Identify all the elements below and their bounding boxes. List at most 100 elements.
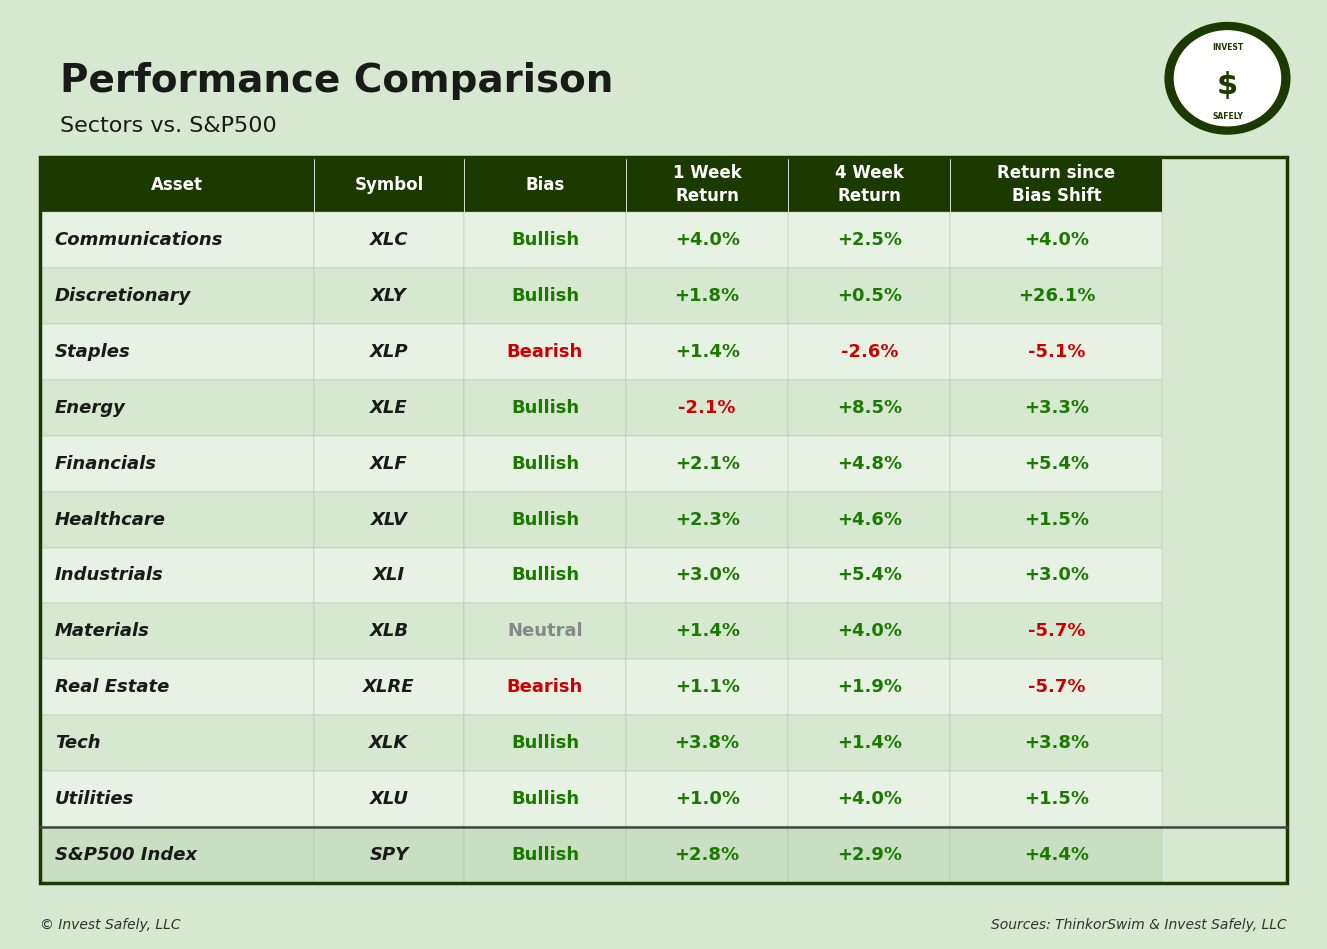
- Bar: [464, 548, 626, 604]
- Bar: [626, 827, 788, 883]
- Bar: [788, 492, 950, 548]
- Bar: [40, 604, 314, 660]
- Bar: [40, 436, 314, 492]
- Bar: [950, 325, 1162, 380]
- Text: Bullish: Bullish: [511, 455, 579, 473]
- Text: Performance Comparison: Performance Comparison: [60, 62, 613, 100]
- Text: +1.1%: +1.1%: [674, 679, 739, 697]
- Bar: [464, 213, 626, 269]
- Text: XLU: XLU: [370, 790, 409, 808]
- Text: Materials: Materials: [54, 623, 150, 641]
- Bar: [788, 213, 950, 269]
- Text: Healthcare: Healthcare: [54, 511, 166, 529]
- Bar: [950, 213, 1162, 269]
- Text: Sources: ThinkorSwim & Invest Safely, LLC: Sources: ThinkorSwim & Invest Safely, LL…: [991, 918, 1287, 932]
- Bar: [788, 660, 950, 715]
- Bar: [626, 715, 788, 771]
- Bar: [788, 604, 950, 660]
- Text: +4.0%: +4.0%: [674, 232, 739, 250]
- Text: +4.8%: +4.8%: [837, 455, 902, 473]
- Text: Bearish: Bearish: [507, 679, 583, 697]
- Bar: [626, 325, 788, 380]
- Bar: [950, 660, 1162, 715]
- Text: Bias: Bias: [525, 176, 564, 194]
- Text: -5.7%: -5.7%: [1027, 623, 1085, 641]
- Bar: [788, 157, 950, 213]
- Text: +2.9%: +2.9%: [837, 846, 902, 864]
- Circle shape: [1165, 23, 1290, 134]
- Text: XLF: XLF: [370, 455, 407, 473]
- Text: XLY: XLY: [372, 288, 407, 306]
- Text: XLC: XLC: [370, 232, 409, 250]
- Bar: [464, 436, 626, 492]
- Text: Utilities: Utilities: [54, 790, 134, 808]
- Text: +8.5%: +8.5%: [837, 399, 902, 417]
- Text: +1.5%: +1.5%: [1024, 790, 1089, 808]
- Bar: [314, 604, 464, 660]
- Text: +2.3%: +2.3%: [674, 511, 739, 529]
- Bar: [626, 492, 788, 548]
- Text: +3.8%: +3.8%: [1024, 734, 1089, 752]
- Bar: [950, 604, 1162, 660]
- Bar: [950, 715, 1162, 771]
- Text: Bullish: Bullish: [511, 232, 579, 250]
- Text: Bullish: Bullish: [511, 790, 579, 808]
- Text: Sectors vs. S&P500: Sectors vs. S&P500: [60, 116, 276, 136]
- Text: Asset: Asset: [151, 176, 203, 194]
- Text: Bullish: Bullish: [511, 567, 579, 585]
- Bar: [314, 269, 464, 325]
- Bar: [40, 548, 314, 604]
- Bar: [464, 269, 626, 325]
- Bar: [788, 380, 950, 436]
- Text: Tech: Tech: [54, 734, 101, 752]
- Bar: [314, 492, 464, 548]
- Text: Symbol: Symbol: [354, 176, 423, 194]
- Text: Financials: Financials: [54, 455, 157, 473]
- Bar: [464, 715, 626, 771]
- Bar: [464, 660, 626, 715]
- Bar: [314, 325, 464, 380]
- Text: +2.8%: +2.8%: [674, 846, 739, 864]
- Text: +26.1%: +26.1%: [1018, 288, 1095, 306]
- Text: +1.9%: +1.9%: [837, 679, 902, 697]
- Text: XLB: XLB: [369, 623, 409, 641]
- Text: -2.1%: -2.1%: [678, 399, 736, 417]
- Bar: [950, 548, 1162, 604]
- Text: -5.1%: -5.1%: [1027, 343, 1085, 361]
- Text: -5.7%: -5.7%: [1027, 679, 1085, 697]
- Text: +1.4%: +1.4%: [837, 734, 902, 752]
- Bar: [314, 548, 464, 604]
- Bar: [40, 492, 314, 548]
- Text: © Invest Safely, LLC: © Invest Safely, LLC: [40, 918, 180, 932]
- Text: SPY: SPY: [369, 846, 409, 864]
- Bar: [314, 380, 464, 436]
- Bar: [314, 660, 464, 715]
- Text: Energy: Energy: [54, 399, 126, 417]
- Bar: [788, 325, 950, 380]
- Text: S&P500 Index: S&P500 Index: [54, 846, 196, 864]
- Text: +4.0%: +4.0%: [1024, 232, 1089, 250]
- Bar: [950, 157, 1162, 213]
- Bar: [40, 213, 314, 269]
- Bar: [314, 213, 464, 269]
- Bar: [626, 548, 788, 604]
- Text: +3.0%: +3.0%: [1024, 567, 1089, 585]
- Bar: [950, 827, 1162, 883]
- Bar: [40, 325, 314, 380]
- Text: Bullish: Bullish: [511, 734, 579, 752]
- Text: Communications: Communications: [54, 232, 223, 250]
- Text: +4.6%: +4.6%: [837, 511, 902, 529]
- Text: Bearish: Bearish: [507, 343, 583, 361]
- Text: +5.4%: +5.4%: [1024, 455, 1089, 473]
- Bar: [314, 436, 464, 492]
- Text: INVEST: INVEST: [1212, 43, 1243, 52]
- Bar: [314, 827, 464, 883]
- Text: XLV: XLV: [370, 511, 407, 529]
- Text: XLE: XLE: [370, 399, 407, 417]
- Text: XLRE: XLRE: [364, 679, 415, 697]
- Bar: [950, 492, 1162, 548]
- Text: 1 Week
Return: 1 Week Return: [673, 164, 742, 205]
- Bar: [788, 269, 950, 325]
- Bar: [40, 157, 314, 213]
- Text: +4.4%: +4.4%: [1024, 846, 1089, 864]
